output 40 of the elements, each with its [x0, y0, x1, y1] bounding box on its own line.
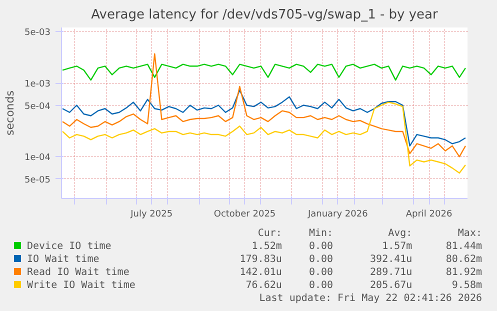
text: Last update: Fri May 22 02:41:26 2026: [258, 292, 483, 305]
text: 0.00: [308, 253, 334, 266]
line-series: [62, 102, 466, 174]
text: 1.52m: [250, 240, 283, 253]
y-tick-label: 5e-03: [24, 28, 51, 38]
y-tick-label: 5e-05: [24, 175, 51, 186]
legend-label: Device IO time: [26, 240, 112, 253]
text: 81.92m: [444, 266, 483, 279]
y-axis-title: seconds: [4, 90, 17, 136]
legend-label: IO Wait time: [26, 253, 100, 266]
text: Cur:: [256, 227, 283, 240]
text: 0.00: [308, 240, 334, 253]
x-tick-label: April 2026: [406, 210, 452, 220]
y-tick-label: 1e-04: [24, 153, 51, 164]
chart-title: Average latency for /dev/vds705-vg/swap_1 - by year: [91, 8, 439, 22]
y-tick-label: 5e-04: [24, 102, 51, 112]
text: 142.01u: [238, 266, 283, 279]
text: 289.71u: [369, 266, 414, 279]
legend-label: Write IO Wait time: [26, 279, 136, 292]
text: Avg:: [387, 227, 414, 240]
text: 205.67u: [369, 279, 414, 292]
y-tick-label: 1e-03: [24, 80, 51, 90]
text: 81.44m: [444, 240, 483, 253]
text: 179.83u: [238, 253, 283, 266]
text: 0.00: [308, 266, 334, 279]
text: 392.41u: [369, 253, 414, 266]
text: 76.62u: [244, 279, 283, 292]
line-series: [62, 64, 466, 81]
line-series: [62, 90, 466, 147]
x-tick-label: January 2026: [306, 210, 368, 220]
x-tick-label: October 2025: [214, 210, 276, 220]
x-tick-label: July 2025: [130, 210, 173, 220]
text: Min:: [308, 227, 334, 240]
line-series: [62, 53, 466, 158]
text: Max:: [456, 227, 483, 240]
text: 80.62m: [444, 253, 483, 266]
text: 1.57m: [381, 240, 414, 253]
legend-label: Read IO Wait time: [26, 266, 130, 279]
text: 9.58m: [450, 279, 483, 292]
text: 0.00: [308, 279, 334, 292]
